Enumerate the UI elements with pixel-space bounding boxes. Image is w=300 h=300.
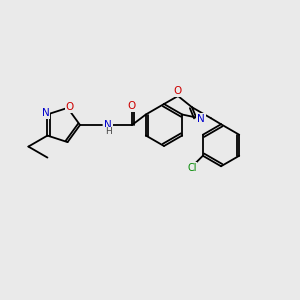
Text: Cl: Cl xyxy=(187,163,196,173)
Text: N: N xyxy=(42,108,49,118)
Text: O: O xyxy=(65,102,74,112)
Text: O: O xyxy=(173,86,181,96)
Text: H: H xyxy=(105,128,111,136)
Text: N: N xyxy=(104,120,112,130)
Text: N: N xyxy=(197,113,205,124)
Text: O: O xyxy=(128,101,136,111)
